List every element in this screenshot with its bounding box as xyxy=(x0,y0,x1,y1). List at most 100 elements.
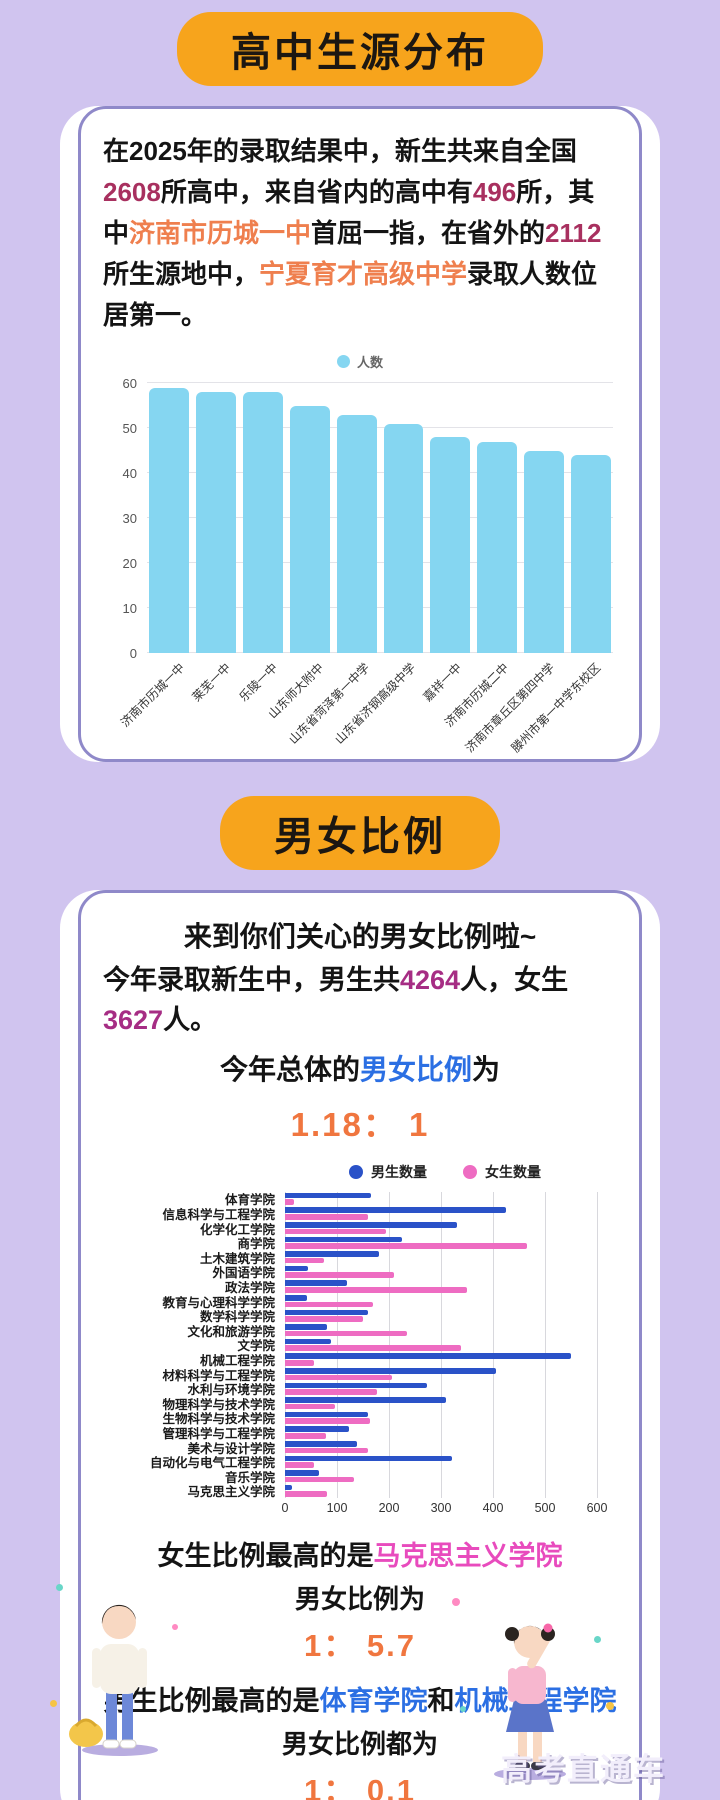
confetti-dot xyxy=(594,1636,601,1643)
gender-lead-line: 来到你们关心的男女比例啦~ xyxy=(183,921,537,953)
y-axis-tick-label: 60 xyxy=(122,376,137,392)
ratio-run-2: 为 xyxy=(472,1053,501,1085)
overall-ratio-caption: 今年总体的男女比例为 xyxy=(103,1048,617,1088)
category-label: 机械工程学院 xyxy=(199,1354,275,1368)
confetti-dot xyxy=(172,1624,178,1630)
card-gender: 来到你们关心的男女比例啦~ 今年录取新生中，男生共4264人，女生 3627人。… xyxy=(60,890,660,1800)
bar-pair xyxy=(285,1411,597,1424)
bar-pair xyxy=(285,1470,597,1483)
gridline xyxy=(147,607,613,609)
bar xyxy=(285,1455,453,1462)
category-label: 教育与心理科学学院 xyxy=(162,1295,275,1310)
bar xyxy=(149,387,189,654)
bar-pair xyxy=(285,1236,597,1249)
badge-highschool-label: 高中生源分布 xyxy=(231,31,489,75)
category-label: 政法学院 xyxy=(224,1281,275,1296)
female-ratio-caption: 女生比例最高的是马克思主义学院 xyxy=(103,1534,617,1573)
badge-gender-label: 男女比例 xyxy=(274,815,446,860)
bar xyxy=(242,392,283,654)
bar-pair xyxy=(285,1265,597,1279)
confetti-dot xyxy=(56,1584,63,1591)
gender-count-line: 今年录取新生中，男生共4264人，女生 3627人。 xyxy=(103,961,617,1039)
cartoon-person-left xyxy=(69,1604,158,1756)
category-label: 文学院 xyxy=(237,1339,275,1354)
bar xyxy=(285,1330,408,1337)
bar-pair xyxy=(285,1382,597,1395)
bar-pair xyxy=(285,1192,597,1206)
bar-pair xyxy=(285,1455,597,1468)
x-axis-tick-label: 400 xyxy=(482,1501,504,1516)
top-outside-school: 宁夏育才高级中学 xyxy=(259,259,468,290)
bar xyxy=(289,405,330,654)
category-row: 生物科学与技术学院 xyxy=(103,1411,617,1426)
category-row: 信息科学与工程学院 xyxy=(103,1206,617,1223)
bar xyxy=(285,1243,527,1249)
badge-gender-ratio: 男女比例 xyxy=(220,796,500,871)
bar xyxy=(285,1222,457,1228)
y-axis-tick-label: 0 xyxy=(129,646,137,662)
legend-item: 男生数量 xyxy=(349,1162,427,1182)
bar xyxy=(285,1476,355,1483)
male-ratio-college-1: 体育学院 xyxy=(319,1686,428,1717)
bar-pair xyxy=(285,1324,597,1337)
top-province-school: 济南市历城一中 xyxy=(129,218,312,249)
gridline xyxy=(147,652,613,654)
category-label: 土木建筑学院 xyxy=(199,1251,275,1266)
male-ratio-value: 1： 0.1 xyxy=(304,1773,416,1800)
category-label: 音乐学院 xyxy=(224,1470,275,1485)
bar xyxy=(285,1295,307,1301)
confetti-dot xyxy=(50,1700,57,1707)
bar xyxy=(285,1207,506,1214)
category-label: 信息科学与工程学院 xyxy=(162,1208,275,1223)
gridline xyxy=(285,1191,286,1499)
y-axis-tick-label: 50 xyxy=(122,421,137,437)
intro-run-3: 所，其中 xyxy=(103,177,595,249)
watermark: 高考直通车 xyxy=(501,1752,666,1787)
x-axis-tick-label: 500 xyxy=(534,1501,556,1516)
category-row: 文化和旅游学院 xyxy=(103,1323,617,1339)
chart-gender-bar: 男生数量 女生数量 体育学院 信息科学与工程学院 化学化工学院 商学院 土木建筑学院 外国语… xyxy=(103,1162,617,1518)
gridline xyxy=(147,472,613,474)
x-axis-category-label: 济南市历城一中 xyxy=(118,660,188,731)
male-ratio-caption: 男生比例最高的是体育学院和机械工程学院 xyxy=(103,1679,617,1718)
category-row: 机械工程学院 xyxy=(103,1352,617,1368)
bar xyxy=(285,1324,327,1330)
gridline xyxy=(493,1191,494,1499)
category-label: 自动化与电气工程学院 xyxy=(149,1456,275,1471)
bar-pair xyxy=(285,1309,597,1322)
category-label: 美术与设计学院 xyxy=(187,1441,275,1456)
chart1-plot-area: 0 10 20 30 40 50 60 xyxy=(123,376,613,661)
category-row: 数学科学学院 xyxy=(103,1308,617,1324)
bar xyxy=(285,1316,363,1322)
category-row: 体育学院 xyxy=(103,1192,617,1207)
chart-highschool-bar: 人数 0 10 20 30 40 50 60 济南市历城一中 莱芜一中 乐陵一中 山东师大附中 山东… xyxy=(103,352,617,756)
badge-highschool-distribution: 高中生源分布 xyxy=(177,12,543,86)
cartoon-person-right xyxy=(494,1623,566,1780)
category-label: 材料科学与工程学院 xyxy=(162,1368,275,1383)
legend-label: 男生数量 xyxy=(371,1163,427,1180)
x-axis-category-label: 滕州市第一中学东校区 xyxy=(508,660,604,756)
female-ratio-run: 女生比例最高的是 xyxy=(157,1541,374,1572)
bar-pair xyxy=(285,1207,597,1220)
bar xyxy=(285,1265,309,1272)
category-row: 自动化与电气工程学院 xyxy=(103,1454,617,1471)
bar-pair xyxy=(285,1222,597,1235)
intro-run-1: 在2025年的录取结果中，新生共来自全国 xyxy=(103,136,577,166)
bar xyxy=(285,1236,402,1243)
gridline xyxy=(545,1191,546,1499)
bar xyxy=(285,1389,378,1395)
y-axis-tick-label: 20 xyxy=(122,556,137,572)
male-ratio-run-1: 男生比例最高的是 xyxy=(103,1686,320,1717)
intro-run-4: 首屈一指，在省外的 xyxy=(311,218,546,249)
confetti-dot xyxy=(460,1706,466,1712)
ratio-run-1: 今年总体的 xyxy=(219,1053,360,1085)
bar xyxy=(285,1345,461,1351)
bar xyxy=(285,1440,358,1447)
bar xyxy=(285,1447,368,1454)
category-label: 化学化工学院 xyxy=(199,1222,275,1237)
chart1-x-axis-labels: 济南市历城一中 莱芜一中 乐陵一中 山东师大附中 山东省菏泽第一中学 山东省济钢高级中学嘉… xyxy=(118,653,617,756)
category-row: 文学院 xyxy=(103,1338,617,1353)
bar xyxy=(285,1360,314,1366)
category-label: 水利与环境学院 xyxy=(187,1383,275,1398)
